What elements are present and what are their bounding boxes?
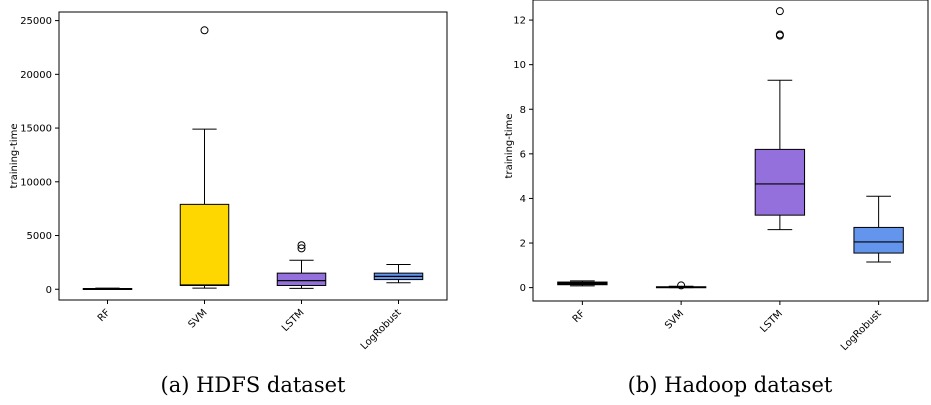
ytick-label-hadoop: 8 [520,105,526,116]
box-hdfs-lstm [276,272,327,286]
ytick-label-hdfs: 5000 [27,231,52,242]
ytick-label-hadoop: 12 [513,16,526,27]
caption-hadoop: (b) Hadoop dataset [628,373,833,397]
plot-frame-hadoop [532,0,929,302]
ytick-label-hdfs: 0 [46,285,52,296]
flier-hadoop-lstm [775,7,784,16]
ytick-label-hadoop: 10 [513,60,526,71]
ytick-label-hadoop: 4 [520,194,526,205]
ylabel-hdfs: training-time [9,124,20,189]
caption-hdfs: (a) HDFS dataset [161,373,346,397]
xtick-label-hdfs: RF [96,307,113,324]
box-hadoop-lstm [754,148,806,216]
xtick-label-hadoop: LogRobust [839,308,884,353]
xtick-label-hadoop: SVM [663,308,686,331]
flier-hadoop-svm [677,281,686,290]
ytick-label-hdfs: 20000 [20,70,52,81]
xtick-label-hdfs: LSTM [280,307,307,334]
xtick-label-hdfs: SVM [186,307,209,330]
xtick-label-hadoop: RF [571,308,588,325]
box-hadoop-logrobust [853,226,904,254]
ytick-label-hadoop: 0 [520,283,526,294]
flier-hdfs-svm [200,26,209,35]
plot-frame-hdfs [58,11,448,301]
boxes-hadoop [557,7,904,290]
ytick-label-hdfs: 25000 [20,16,52,27]
box-hdfs-svm [179,203,230,286]
ytick-label-hadoop: 2 [520,239,526,250]
ticks-hdfs: 0 5000 10000 15000 20000 25000 RF SVM LSTM LogRob… [20,16,403,352]
xtick-label-hadoop: LSTM [758,308,785,335]
panel-hadoop: training-time 0 2 4 6 8 10 12 RF SVM LSTM LogRobus… [504,0,929,397]
flier-hdfs-lstm [297,241,306,250]
xtick-label-hdfs: LogRobust [359,307,404,352]
ytick-label-hdfs: 15000 [20,124,52,135]
panel-hdfs: training-time 0 5000 10000 15000 20000 25000 R… [9,11,448,397]
ytick-label-hdfs: 10000 [20,177,52,188]
flier-hdfs-lstm [297,244,306,253]
ticks-hadoop: 0 2 4 6 8 10 12 RF SVM LSTM LogRobust [513,16,884,354]
boxes-hdfs [82,26,424,291]
ytick-label-hadoop: 6 [520,149,526,160]
flier-hadoop-lstm [775,30,784,39]
ylabel-hadoop: training-time [504,114,515,179]
